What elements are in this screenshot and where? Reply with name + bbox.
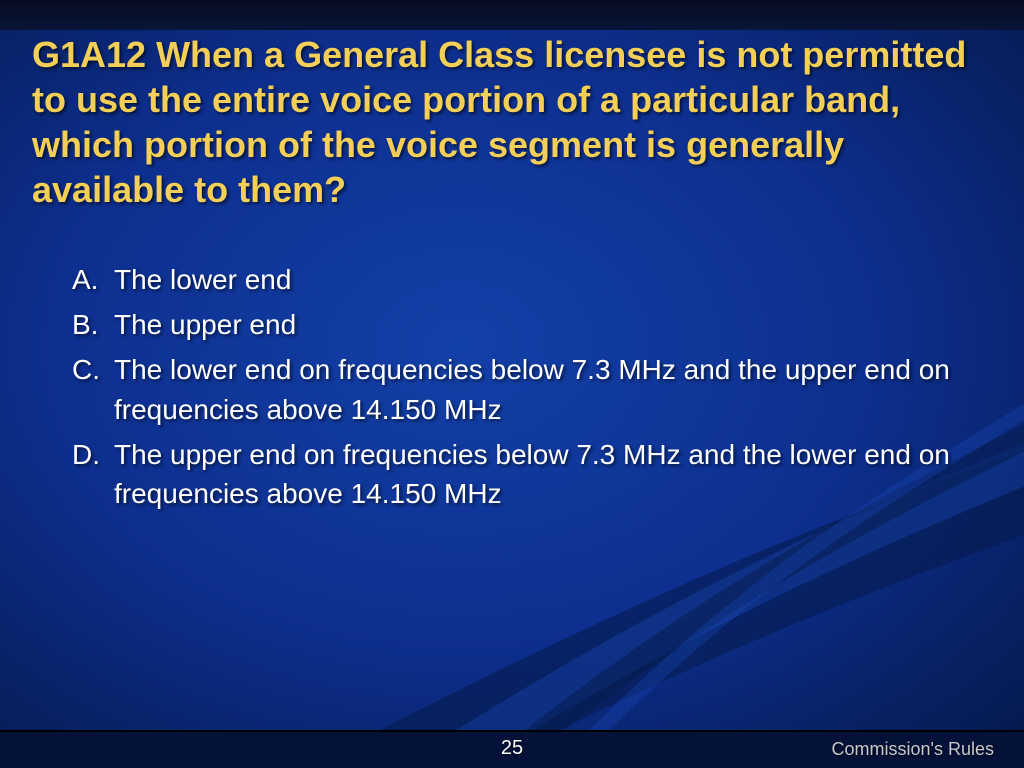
top-band	[0, 0, 1024, 30]
answer-text: The upper end on frequencies below 7.3 M…	[114, 435, 964, 513]
answer-option: A. The lower end	[72, 260, 964, 299]
answer-text: The lower end	[114, 260, 964, 299]
answer-list: A. The lower end B. The upper end C. The…	[72, 260, 964, 519]
slide: G1A12 When a General Class licensee is n…	[0, 0, 1024, 768]
answer-option: C. The lower end on frequencies below 7.…	[72, 350, 964, 428]
footer-label: Commission's Rules	[832, 739, 994, 760]
answer-option: B. The upper end	[72, 305, 964, 344]
answer-text: The upper end	[114, 305, 964, 344]
answer-letter: D.	[72, 435, 114, 513]
answer-letter: C.	[72, 350, 114, 428]
answer-text: The lower end on frequencies below 7.3 M…	[114, 350, 964, 428]
question-title: G1A12 When a General Class licensee is n…	[32, 32, 992, 212]
answer-option: D. The upper end on frequencies below 7.…	[72, 435, 964, 513]
answer-letter: B.	[72, 305, 114, 344]
answer-letter: A.	[72, 260, 114, 299]
